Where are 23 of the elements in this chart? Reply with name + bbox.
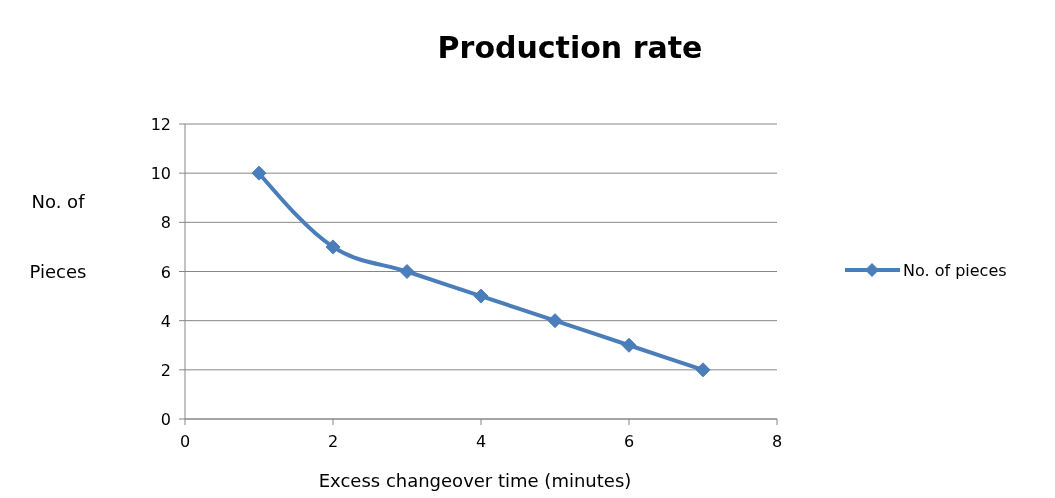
text: No. of Pieces bbox=[29, 191, 87, 282]
point bbox=[325, 239, 341, 255]
y-tick-label: 6 bbox=[160, 262, 171, 282]
point bbox=[695, 362, 711, 378]
y-tick-label: 0 bbox=[160, 410, 171, 429]
legend-label: No. of pieces bbox=[903, 261, 1007, 280]
point bbox=[547, 313, 563, 329]
x-tick-label: 0 bbox=[179, 432, 191, 451]
x-tick-label: 6 bbox=[623, 432, 635, 451]
point bbox=[621, 337, 637, 353]
point bbox=[251, 165, 267, 181]
y-tick-label: 12 bbox=[150, 115, 171, 134]
x-tick-label: 2 bbox=[327, 432, 339, 451]
x-tick-label: 4 bbox=[475, 432, 487, 451]
y-tick-label: 8 bbox=[160, 213, 171, 233]
chart-title: Production rate bbox=[437, 30, 703, 65]
x-tick-label: 8 bbox=[771, 432, 783, 451]
y-tick-label: 10 bbox=[150, 164, 171, 184]
point bbox=[473, 288, 489, 304]
point bbox=[399, 264, 415, 279]
y-tick-label: 2 bbox=[160, 360, 171, 380]
x-axis-title: Excess changeover time (minutes) bbox=[318, 470, 632, 491]
y-tick-label: 4 bbox=[160, 311, 171, 331]
